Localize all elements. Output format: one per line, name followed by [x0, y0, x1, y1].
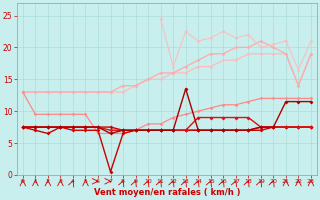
X-axis label: Vent moyen/en rafales ( km/h ): Vent moyen/en rafales ( km/h ) — [94, 188, 240, 197]
